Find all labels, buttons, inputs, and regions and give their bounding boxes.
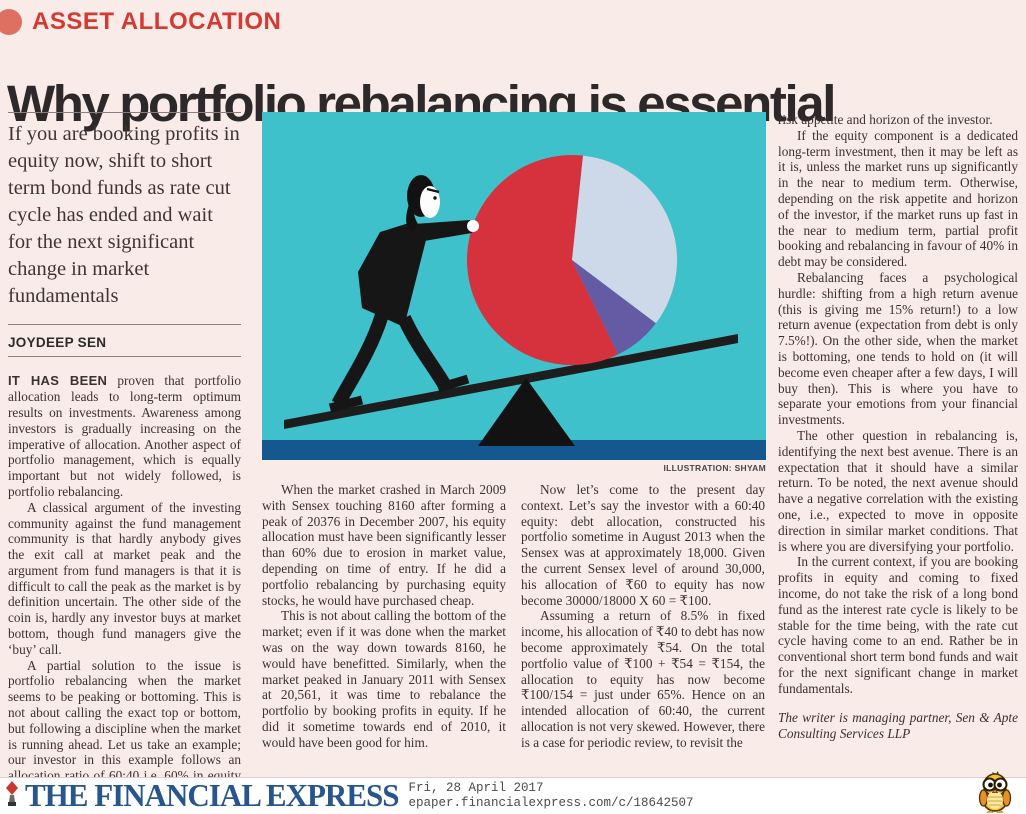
body-text-col3: Now let’s come to the present day contex… — [521, 482, 765, 777]
illustration — [262, 112, 766, 460]
epaper-footer-bar: THE FINANCIAL EXPRESS Fri, 28 April 2017… — [0, 771, 1026, 814]
person-figure-icon — [328, 175, 479, 413]
article-column-1: If you are booking profits in equity now… — [8, 112, 241, 780]
financial-express-logo-icon — [6, 781, 18, 806]
epaper-meta: Fri, 28 April 2017 epaper.financialexpre… — [408, 781, 976, 811]
illustration-credit: ILLUSTRATION: SHYAM — [663, 463, 766, 473]
rule-standfirst-bottom — [8, 324, 241, 326]
paragraph: Now let’s come to the present day contex… — [521, 482, 765, 608]
paragraph: The other question in rebalancing is, id… — [778, 427, 1018, 554]
pie-chart-icon — [466, 155, 678, 366]
body-text-col2: When the market crashed in March 2009 wi… — [262, 482, 506, 777]
seesaw-pie-illustration-icon — [262, 155, 766, 460]
paragraph: Rebalancing faces a psychological hurdle… — [778, 269, 1018, 428]
paragraph: In the current context, if you are booki… — [778, 554, 1018, 696]
paragraph: A classical argument of the investing co… — [8, 499, 241, 657]
epaper-url: epaper.financialexpress.com/c/18642507 — [408, 796, 694, 810]
paragraph: Assuming a return of 8.5% in fixed incom… — [521, 608, 765, 750]
article-column-4: risk appetite and horizon of the investo… — [778, 112, 1018, 780]
lead-in: IT HAS BEEN — [8, 373, 108, 389]
section-label: ASSET ALLOCATION — [32, 8, 282, 35]
section-dot-icon — [0, 9, 22, 35]
paragraph: This is not about calling the bottom of … — [262, 608, 506, 750]
epaper-date: Fri, 28 April 2017 — [408, 781, 544, 795]
writer-credit: The writer is managing partner, Sen & Ap… — [778, 710, 1018, 742]
paragraph-text: proven that portfolio allocation leads t… — [8, 373, 241, 499]
paragraph: A partial solution to the issue is portf… — [8, 657, 241, 780]
byline: JOYDEEP SEN — [8, 335, 107, 351]
rule-byline-bottom — [8, 356, 241, 358]
owl-mascot-icon — [978, 771, 1012, 813]
paragraph: IT HAS BEEN proven that portfolio alloca… — [8, 373, 241, 499]
centre-text-columns: When the market crashed in March 2009 wi… — [262, 482, 766, 777]
body-text-col1: IT HAS BEEN proven that portfolio alloca… — [8, 373, 241, 780]
paragraph: If the equity component is a dedicated l… — [778, 127, 1018, 270]
paragraph: risk appetite and horizon of the investo… — [778, 112, 993, 127]
standfirst: If you are booking profits in equity now… — [8, 123, 240, 308]
masthead-title: THE FINANCIAL EXPRESS — [25, 777, 399, 814]
section-kicker: ASSET ALLOCATION — [0, 6, 281, 38]
article-centre: ILLUSTRATION: SHYAM When the market cras… — [262, 112, 766, 777]
paragraph: When the market crashed in March 2009 wi… — [262, 482, 506, 608]
rule-top — [8, 112, 241, 113]
